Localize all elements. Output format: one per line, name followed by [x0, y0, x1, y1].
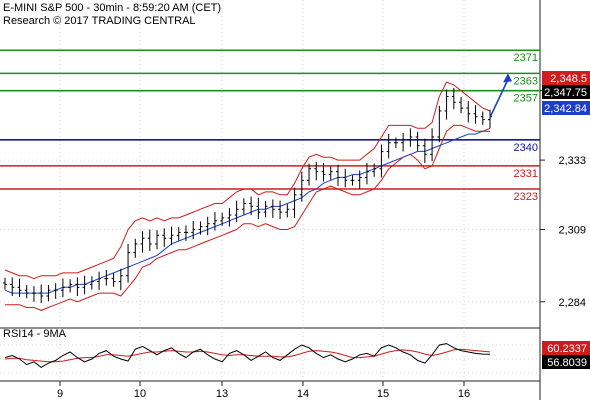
- rsi-title: RSI14 - 9MA: [3, 328, 67, 340]
- candles: [3, 87, 492, 303]
- x-tick-label: 15: [377, 388, 389, 400]
- rsi-badge-rsi: [542, 355, 590, 369]
- x-tick-label: 9: [57, 388, 63, 400]
- level-label-2323: 2323: [514, 191, 538, 203]
- price-badge-label-last-price: 2,347.75: [544, 87, 587, 99]
- level-label-2357: 2357: [514, 93, 538, 105]
- x-tick-label: 10: [134, 388, 146, 400]
- chart-title: E-MINI S&P 500 - 30min - 8:59:20 AM (CET…: [3, 2, 221, 14]
- level-label-2340: 2340: [514, 142, 538, 154]
- moving-average-line: [4, 130, 490, 294]
- price-badges: 2,348.5 2,347.75 2,342.84 60.2337 56.8039: [542, 71, 590, 369]
- projection: [489, 73, 512, 118]
- price-badge-label-moving-average: 2,342.84: [544, 103, 587, 115]
- rsi-line: [4, 343, 491, 369]
- rsi-badge-rsi-ma: [542, 341, 590, 355]
- level-label-2371: 2371: [514, 52, 538, 64]
- projection-arrow-shaft: [489, 79, 509, 118]
- rsi-badge-label-rsi-ma: 60.2337: [547, 343, 587, 355]
- y-tick-label: 2,333: [558, 155, 586, 167]
- rsi-ma-line: [4, 348, 491, 363]
- x-tick-label: 14: [297, 388, 309, 400]
- price-badge-label-upper-band: 2,348.5: [550, 73, 587, 85]
- price-badge-moving-average: [542, 101, 590, 115]
- bollinger-bands: [4, 81, 491, 311]
- price-levels: 2371 2363 2357 2340 2331 2323: [0, 49, 540, 203]
- level-label-2331: 2331: [514, 168, 538, 180]
- y-tick-label: 2,284: [558, 297, 586, 309]
- projection-arrow-head: [503, 73, 512, 83]
- time-axis-ticks: 9 10 13 14 15 16: [57, 381, 470, 400]
- grid: [0, 0, 540, 381]
- upper-band-line: [4, 81, 491, 280]
- price-badge-upper-band: [542, 71, 590, 85]
- copyright-line: Research © 2017 TRADING CENTRAL: [3, 15, 196, 27]
- x-tick-label: 13: [216, 388, 228, 400]
- y-tick-label: 2,309: [558, 224, 586, 236]
- x-tick-label: 16: [458, 388, 470, 400]
- level-label-2363: 2363: [514, 75, 538, 87]
- moving-average: [4, 130, 490, 294]
- price-badge-last-price: [542, 85, 590, 99]
- rsi-badge-label-rsi: 56.8039: [547, 357, 587, 369]
- rsi-panel: [4, 343, 491, 369]
